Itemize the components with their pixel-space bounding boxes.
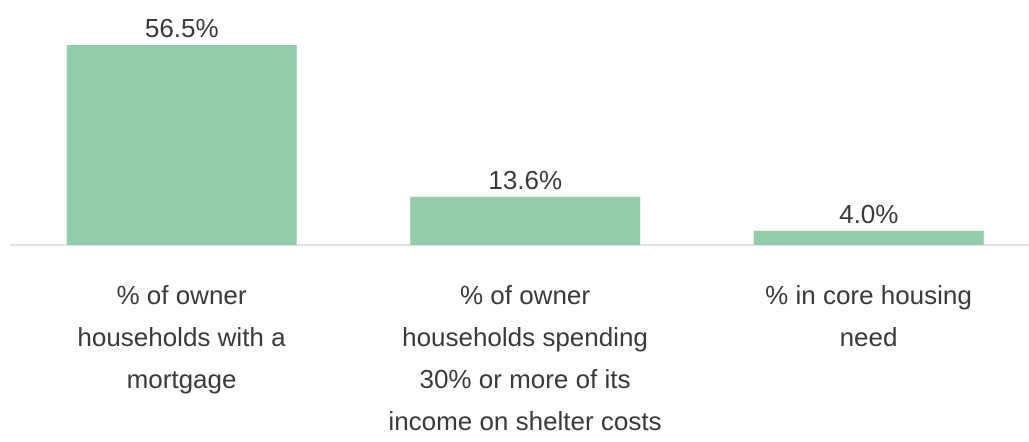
value-label: 13.6% <box>488 165 562 195</box>
x-tick-label: % in core housing need <box>765 280 972 352</box>
value-label: 4.0% <box>839 199 898 229</box>
x-tick-label: % of owner households spending 30% or mo… <box>388 280 662 436</box>
bar <box>410 196 641 245</box>
value-label: 56.5% <box>145 13 219 43</box>
x-tick-label: % of owner households with a mortgage <box>77 280 286 394</box>
bar <box>753 230 984 245</box>
bar <box>66 45 297 245</box>
